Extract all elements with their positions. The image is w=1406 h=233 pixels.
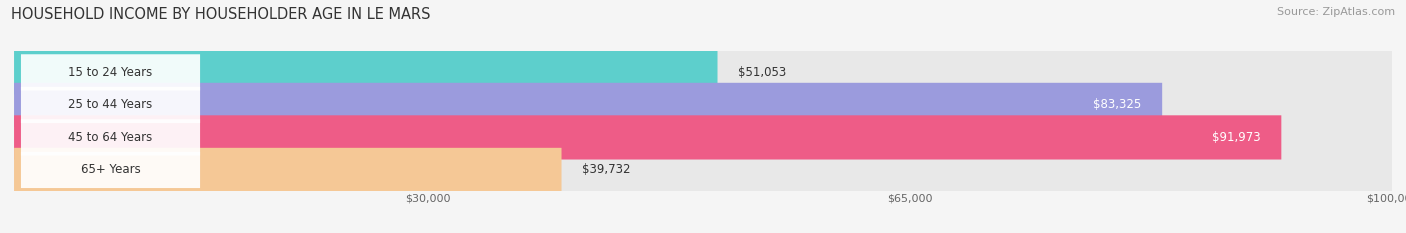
Text: 25 to 44 Years: 25 to 44 Years [69, 98, 153, 111]
FancyBboxPatch shape [14, 148, 561, 192]
FancyBboxPatch shape [21, 87, 200, 123]
Text: Source: ZipAtlas.com: Source: ZipAtlas.com [1277, 7, 1395, 17]
FancyBboxPatch shape [14, 50, 717, 95]
Text: $39,732: $39,732 [582, 163, 631, 176]
FancyBboxPatch shape [14, 115, 1281, 160]
Text: HOUSEHOLD INCOME BY HOUSEHOLDER AGE IN LE MARS: HOUSEHOLD INCOME BY HOUSEHOLDER AGE IN L… [11, 7, 430, 22]
Text: $51,053: $51,053 [738, 66, 786, 79]
Text: $91,973: $91,973 [1212, 131, 1261, 144]
FancyBboxPatch shape [14, 148, 1392, 192]
FancyBboxPatch shape [21, 54, 200, 91]
FancyBboxPatch shape [14, 83, 1163, 127]
FancyBboxPatch shape [21, 152, 200, 188]
FancyBboxPatch shape [21, 119, 200, 156]
FancyBboxPatch shape [14, 50, 1392, 95]
FancyBboxPatch shape [14, 115, 1392, 160]
FancyBboxPatch shape [14, 83, 1392, 127]
Text: 45 to 64 Years: 45 to 64 Years [69, 131, 153, 144]
Text: 65+ Years: 65+ Years [80, 163, 141, 176]
Text: $83,325: $83,325 [1094, 98, 1142, 111]
Text: 15 to 24 Years: 15 to 24 Years [69, 66, 153, 79]
